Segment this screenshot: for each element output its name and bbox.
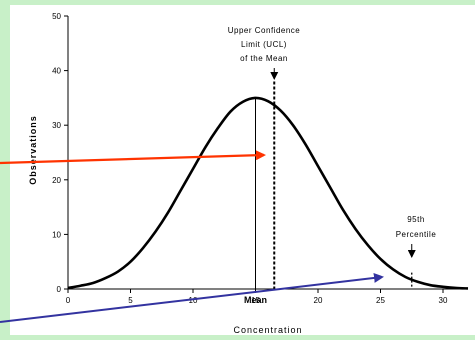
ucl-label-line-1: Upper Confidence bbox=[228, 26, 301, 35]
x-tick-label: 25 bbox=[376, 296, 385, 305]
x-tick-label: 0 bbox=[66, 296, 71, 305]
red-arrow bbox=[0, 150, 266, 165]
y-tick-label: 0 bbox=[57, 285, 62, 294]
x-axis-label: Concentration bbox=[233, 325, 302, 335]
y-axis-label: Observations bbox=[28, 115, 38, 185]
y-ticks: 0 10 20 30 40 50 bbox=[52, 12, 68, 294]
ucl-label-line-3: of the Mean bbox=[240, 54, 288, 63]
p95-label-line-1: 95th bbox=[407, 215, 425, 224]
x-tick-label: 20 bbox=[314, 296, 323, 305]
y-tick-label: 50 bbox=[52, 12, 61, 21]
x-tick-label: 10 bbox=[189, 296, 198, 305]
x-tick-label: 5 bbox=[128, 296, 133, 305]
mean-label: Mean bbox=[244, 295, 267, 305]
distribution-curve bbox=[67, 96, 469, 290]
x-tick-label: 15 bbox=[251, 296, 260, 305]
plot-panel bbox=[10, 5, 475, 335]
y-tick-label: 30 bbox=[52, 121, 61, 130]
y-tick-label: 40 bbox=[52, 67, 61, 76]
blue-arrow bbox=[0, 272, 384, 323]
y-tick-label: 10 bbox=[52, 230, 61, 239]
ucl-label-line-2: Limit (UCL) bbox=[241, 40, 287, 49]
y-tick-label: 20 bbox=[52, 176, 61, 185]
p95-label-line-2: Percentile bbox=[396, 230, 437, 239]
x-tick-label: 30 bbox=[439, 296, 448, 305]
